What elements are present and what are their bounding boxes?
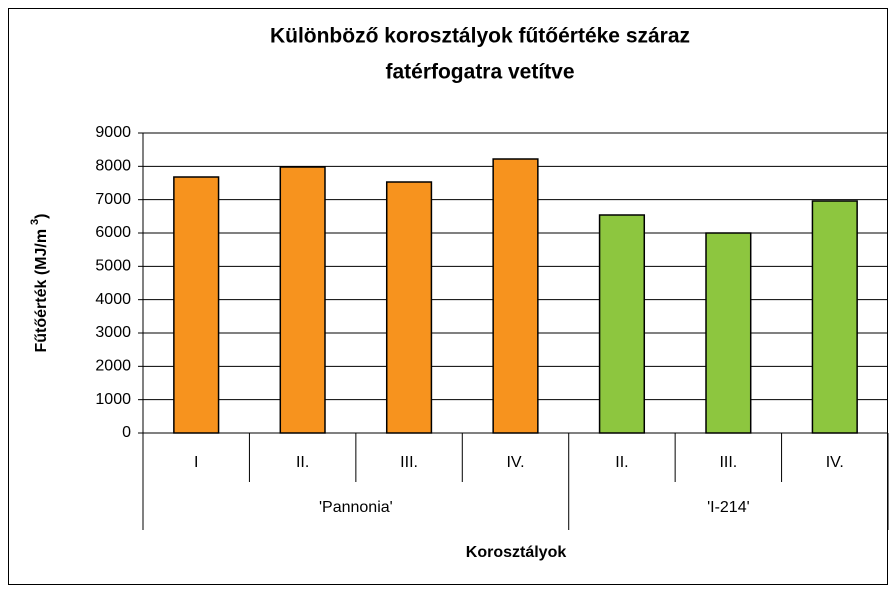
y-tick-label: 5000	[95, 258, 131, 275]
y-tick-label: 4000	[95, 291, 131, 308]
y-tick-label: 0	[122, 424, 131, 441]
x-tick-label: II.	[296, 454, 309, 471]
x-tick-label: III.	[719, 454, 737, 471]
y-tick-label: 3000	[95, 324, 131, 341]
y-tick-label: 8000	[95, 158, 131, 175]
y-tick-label: 1000	[95, 391, 131, 408]
x-tick-label: I	[194, 454, 198, 471]
group-label: 'Pannonia'	[319, 499, 393, 516]
x-axis-label: Korosztályok	[466, 544, 567, 561]
bar	[598, 214, 646, 434]
bar	[705, 232, 752, 434]
y-axis-label-end: )	[33, 213, 50, 218]
y-tick-label: 2000	[95, 358, 131, 375]
group-label: 'I-214'	[707, 499, 750, 516]
chart-title: fatérfogatra vetítve	[385, 61, 574, 84]
y-tick-label: 6000	[95, 224, 131, 241]
x-tick-label: III.	[400, 454, 418, 471]
y-axis-label-sup: 3	[29, 219, 41, 225]
y-tick-label: 7000	[95, 191, 131, 208]
y-axis-label: Fűtőérték (MJ/m 3)	[29, 213, 50, 352]
chart-title: Különböző korosztályok fűtőértéke száraz	[270, 25, 690, 48]
bar	[279, 166, 326, 434]
x-tick-label: IV.	[826, 454, 844, 471]
y-axis-label-text: Fűtőérték (MJ/m	[33, 229, 50, 353]
bar	[492, 158, 539, 434]
y-tick-label: 9000	[95, 124, 131, 141]
bar	[173, 176, 220, 434]
bar	[385, 181, 433, 434]
x-tick-label: IV.	[506, 454, 524, 471]
x-tick-label: II.	[615, 454, 628, 471]
chart-frame	[8, 8, 888, 585]
bar	[811, 200, 858, 434]
